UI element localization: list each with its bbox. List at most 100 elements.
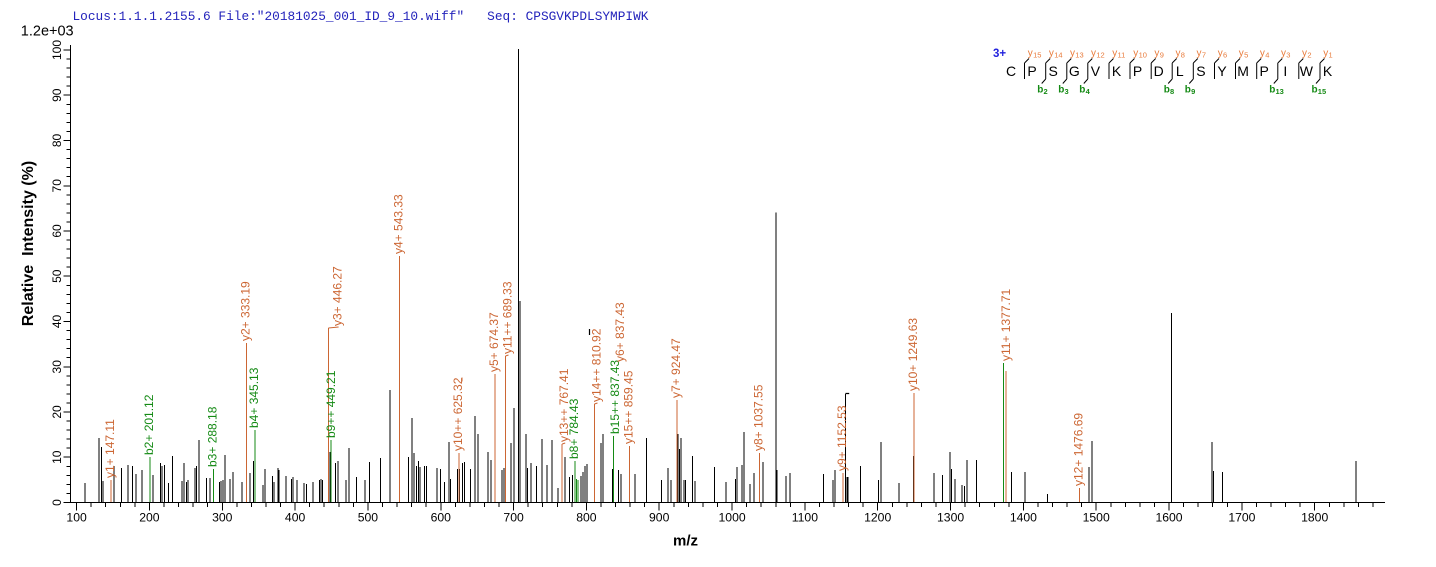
svg-text:200: 200 xyxy=(139,511,160,525)
svg-text:5: 5 xyxy=(1244,51,1248,60)
svg-text:y: y xyxy=(1049,48,1054,59)
svg-text:y: y xyxy=(1218,48,1223,59)
svg-text:10: 10 xyxy=(1139,51,1147,60)
svg-text:K: K xyxy=(1323,63,1333,79)
svg-text:P: P xyxy=(1027,63,1036,79)
svg-text:7: 7 xyxy=(1202,51,1206,60)
svg-text:80: 80 xyxy=(50,134,64,148)
svg-text:4: 4 xyxy=(1265,51,1269,60)
svg-text:y: y xyxy=(1281,48,1286,59)
svg-text:y15++ 859.45: y15++ 859.45 xyxy=(622,370,636,444)
svg-text:8: 8 xyxy=(1181,51,1185,60)
svg-text:1: 1 xyxy=(1329,51,1333,60)
svg-text:20: 20 xyxy=(50,405,64,419)
svg-text:C: C xyxy=(1006,63,1016,79)
svg-text:y1+ 147.11: y1+ 147.11 xyxy=(103,419,117,478)
svg-text:15: 15 xyxy=(1033,51,1041,60)
svg-text:1000: 1000 xyxy=(719,511,746,525)
svg-text:100: 100 xyxy=(50,40,64,60)
svg-text:60: 60 xyxy=(50,224,64,238)
svg-text:M: M xyxy=(1237,63,1249,79)
svg-text:S: S xyxy=(1196,63,1205,79)
svg-text:y: y xyxy=(1239,48,1244,59)
svg-text:Relative Intensity (%): Relative Intensity (%) xyxy=(20,161,37,326)
svg-text:1300: 1300 xyxy=(937,511,964,525)
svg-text:1700: 1700 xyxy=(1228,511,1255,525)
svg-text:y: y xyxy=(1112,48,1117,59)
svg-text:2: 2 xyxy=(1307,51,1311,60)
svg-text:b: b xyxy=(1058,85,1064,96)
svg-text:900: 900 xyxy=(649,511,670,525)
svg-text:y9+ 1152.53: y9+ 1152.53 xyxy=(835,405,849,471)
svg-text:y: y xyxy=(1302,48,1307,59)
svg-text:10: 10 xyxy=(50,450,64,464)
svg-text:S: S xyxy=(1049,63,1058,79)
svg-text:0: 0 xyxy=(50,499,64,506)
svg-text:b8+ 784.43: b8+ 784.43 xyxy=(567,398,581,459)
svg-text:50: 50 xyxy=(50,269,64,283)
svg-text:1.2e+03: 1.2e+03 xyxy=(21,23,74,39)
svg-text:30: 30 xyxy=(50,360,64,374)
svg-text:300: 300 xyxy=(212,511,233,525)
svg-text:y3+ 446.27: y3+ 446.27 xyxy=(331,266,345,326)
svg-text:b4+ 345.13: b4+ 345.13 xyxy=(247,367,261,428)
svg-text:800: 800 xyxy=(576,511,597,525)
svg-text:y: y xyxy=(1197,48,1202,59)
svg-text:y7+ 924.47: y7+ 924.47 xyxy=(669,338,683,398)
svg-text:y11++ 689.33: y11++ 689.33 xyxy=(501,281,515,354)
svg-text:y11+ 1377.71: y11+ 1377.71 xyxy=(999,288,1013,361)
svg-text:1800: 1800 xyxy=(1301,511,1328,525)
svg-text:13: 13 xyxy=(1075,51,1083,60)
svg-text:11: 11 xyxy=(1118,51,1126,60)
svg-text:1100: 1100 xyxy=(792,511,818,525)
svg-text:y: y xyxy=(1091,48,1096,59)
svg-text:500: 500 xyxy=(358,511,379,525)
svg-text:b15++ 837.43: b15++ 837.43 xyxy=(608,360,622,434)
svg-text:I: I xyxy=(1283,63,1287,79)
svg-text:700: 700 xyxy=(503,511,524,525)
svg-text:1400: 1400 xyxy=(1010,511,1037,525)
svg-text:y4+ 543.33: y4+ 543.33 xyxy=(392,194,406,254)
svg-text:14: 14 xyxy=(1054,51,1062,60)
svg-text:P: P xyxy=(1133,63,1142,79)
svg-text:D: D xyxy=(1154,63,1164,79)
svg-text:y: y xyxy=(1070,48,1075,59)
svg-text:y2+ 333.19: y2+ 333.19 xyxy=(238,281,252,341)
svg-text:1200: 1200 xyxy=(864,511,891,525)
svg-text:8: 8 xyxy=(1170,87,1174,96)
svg-text:13: 13 xyxy=(1276,87,1284,96)
svg-text:b: b xyxy=(1079,85,1085,96)
svg-text:3: 3 xyxy=(1065,87,1069,96)
svg-text:V: V xyxy=(1091,63,1101,79)
svg-text:K: K xyxy=(1112,63,1122,79)
svg-text:90: 90 xyxy=(50,88,64,102)
svg-text:P: P xyxy=(1260,63,1269,79)
svg-text:3+: 3+ xyxy=(993,48,1006,60)
svg-text:4: 4 xyxy=(1086,87,1091,96)
svg-text:y10++ 625.32: y10++ 625.32 xyxy=(451,377,465,451)
svg-text:15: 15 xyxy=(1318,87,1326,96)
svg-text:b: b xyxy=(1037,85,1043,96)
svg-text:y6+ 837.43: y6+ 837.43 xyxy=(613,302,627,362)
svg-text:y14++ 810.92: y14++ 810.92 xyxy=(590,328,604,402)
svg-text:600: 600 xyxy=(431,511,452,525)
svg-text:100: 100 xyxy=(66,511,87,525)
svg-text:L: L xyxy=(1176,63,1184,79)
svg-text:b3+ 288.18: b3+ 288.18 xyxy=(206,406,220,467)
svg-text:y: y xyxy=(1260,48,1265,59)
svg-text:12: 12 xyxy=(1096,51,1104,60)
svg-text:b: b xyxy=(1312,85,1318,96)
svg-text:W: W xyxy=(1300,63,1314,79)
svg-text:2: 2 xyxy=(1044,87,1048,96)
svg-text:y: y xyxy=(1028,48,1033,59)
svg-text:m/z: m/z xyxy=(673,533,698,550)
svg-text:b: b xyxy=(1185,85,1191,96)
svg-text:400: 400 xyxy=(285,511,306,525)
svg-text:b: b xyxy=(1269,85,1275,96)
svg-text:y12+ 1476.69: y12+ 1476.69 xyxy=(1071,413,1085,486)
svg-text:1600: 1600 xyxy=(1155,511,1182,525)
svg-text:40: 40 xyxy=(50,315,64,329)
svg-text:3: 3 xyxy=(1286,51,1290,60)
svg-text:y8+ 1037.55: y8+ 1037.55 xyxy=(752,384,766,451)
svg-text:y: y xyxy=(1154,48,1159,59)
